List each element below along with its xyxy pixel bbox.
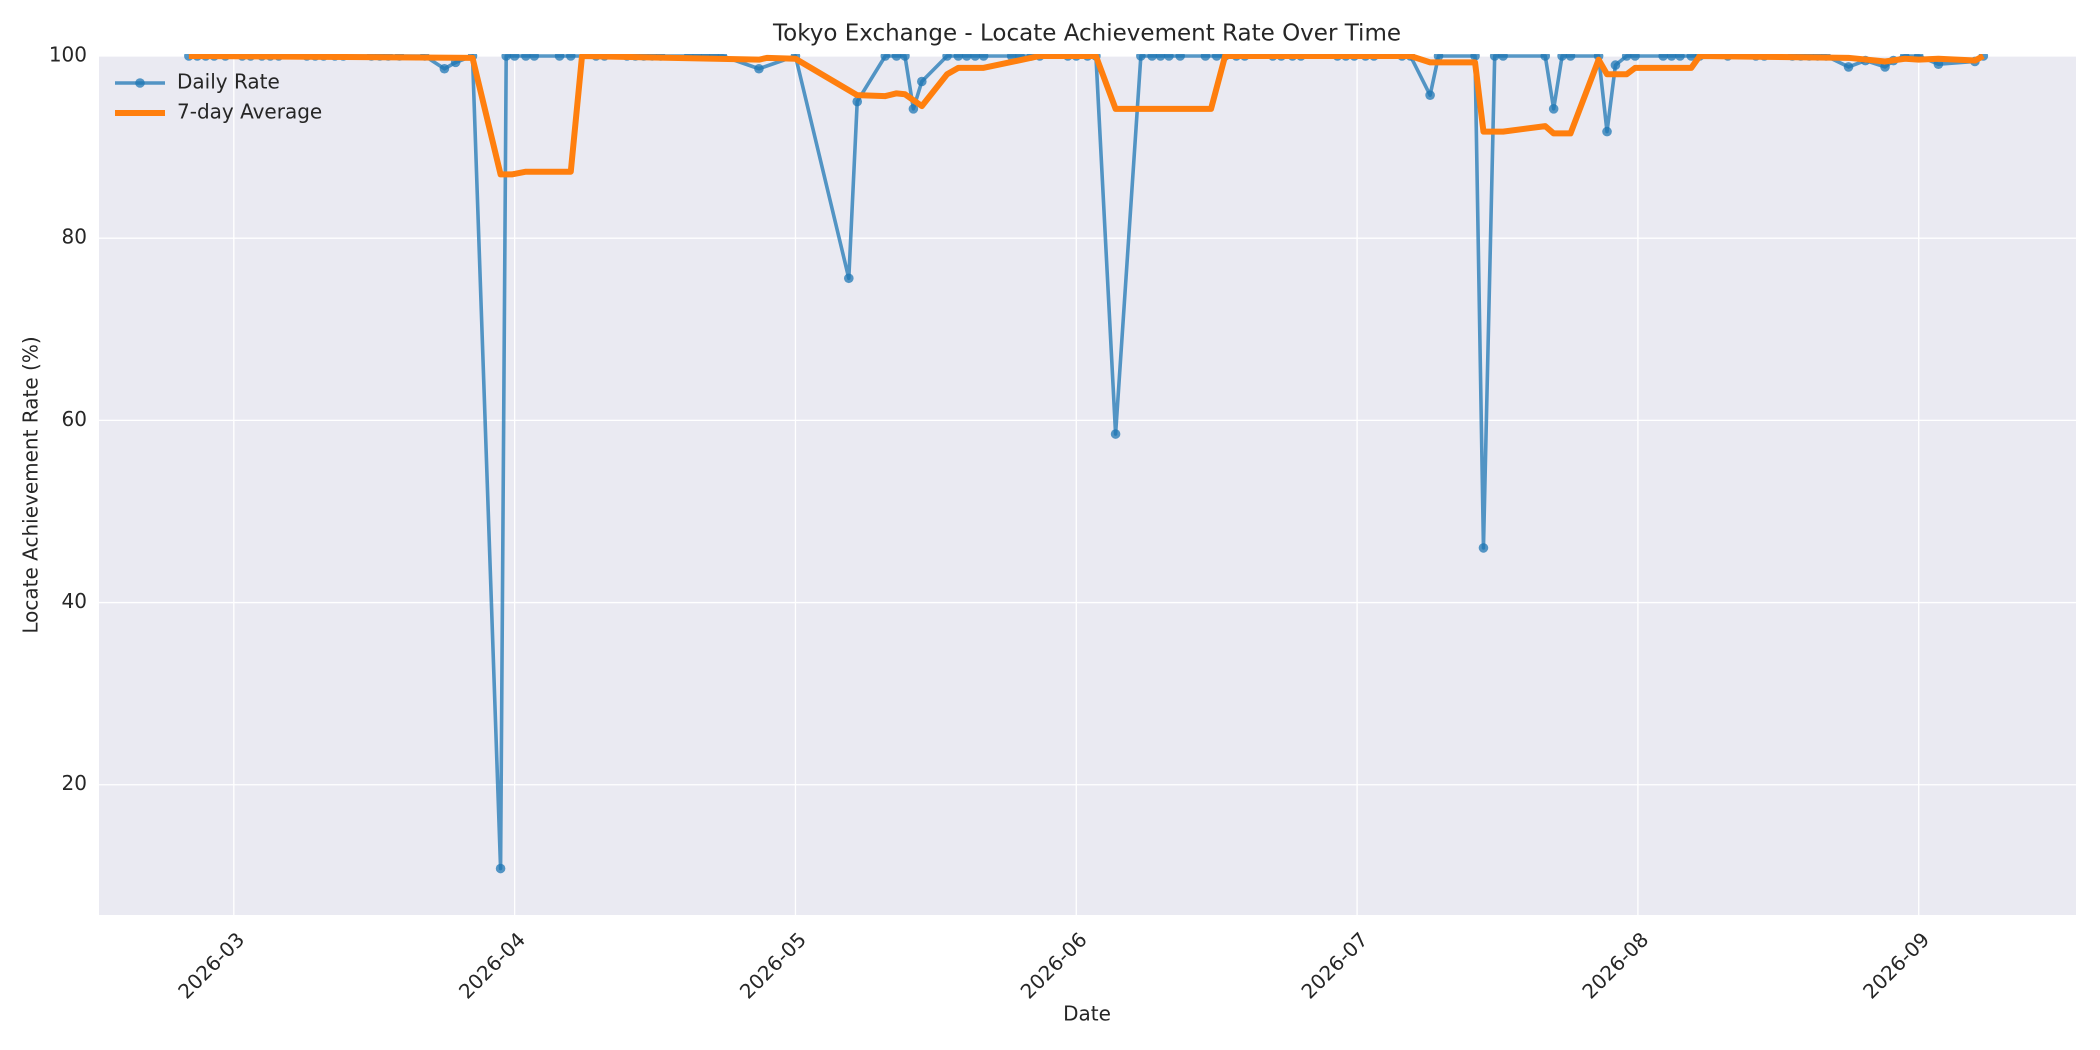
series-line [188,54,1985,178]
data-point [1565,54,1576,61]
data-point [1658,54,1668,61]
x-tick-label: 2026-03 [173,927,249,1003]
data-point [1557,54,1567,61]
data-point [908,104,919,114]
data-point [565,54,576,61]
chart-title: Tokyo Exchange - Locate Achievement Rate… [772,21,1401,47]
data-point [1147,54,1157,61]
data-point [1610,60,1621,70]
data-point [970,54,980,61]
x-tick-label: 2026-06 [1016,927,1092,1003]
data-point [1433,54,1444,61]
data-point [1489,54,1500,61]
data-point [1155,54,1166,61]
data-point [1200,54,1211,61]
data-point [1675,54,1685,61]
data-point [554,54,565,61]
data-point [509,54,520,61]
legend-marker [135,78,145,88]
y-tick-label: 100 [49,43,87,67]
data-point [1602,126,1612,137]
series-layer [184,54,1989,874]
legend: Daily Rate 7-day Average [115,70,322,124]
y-tick-label: 80 [62,225,87,249]
data-point [754,63,764,74]
data-point [1621,54,1632,61]
data-point [521,54,531,61]
x-axis-label: Date [1063,1002,1111,1026]
y-tick-label: 60 [62,407,87,431]
data-point [1136,54,1146,61]
data-point [1498,54,1508,61]
data-point [1470,54,1480,61]
data-point [953,54,964,61]
x-tick-label: 2026-08 [1577,927,1653,1003]
data-point [1164,54,1174,61]
data-point [1880,62,1890,72]
y-tick-label: 20 [62,771,87,795]
data-point [917,76,927,87]
data-point [852,96,863,107]
data-point [900,54,910,61]
y-tick-label: 40 [62,589,87,613]
data-point [495,863,506,874]
data-point [1686,54,1697,61]
data-point [942,54,952,61]
data-point [1548,104,1559,114]
data-point [1110,429,1121,439]
data-point [891,54,902,61]
data-point [501,54,511,61]
data-point [843,273,854,284]
x-tick-label: 2026-07 [1296,927,1372,1003]
data-point [439,63,450,74]
data-point [1478,543,1489,553]
data-point [1630,54,1640,61]
data-point [1175,54,1185,61]
legend-label: Daily Rate [177,70,280,94]
data-point [1666,54,1677,61]
plot-background [99,56,2076,915]
x-tick-label: 2026-04 [454,927,530,1003]
legend-label: 7-day Average [177,100,322,124]
x-tick-label: 2026-05 [735,927,811,1003]
data-point [961,54,972,61]
data-point [1211,54,1222,61]
data-point [1540,54,1551,61]
data-point [529,54,540,61]
data-point [880,54,891,61]
data-point [1843,62,1854,72]
y-axis-label: Locate Achievement Rate (%) [19,336,43,633]
data-point [1425,90,1435,100]
x-tick-label: 2026-09 [1858,927,1934,1003]
data-point [978,54,989,61]
